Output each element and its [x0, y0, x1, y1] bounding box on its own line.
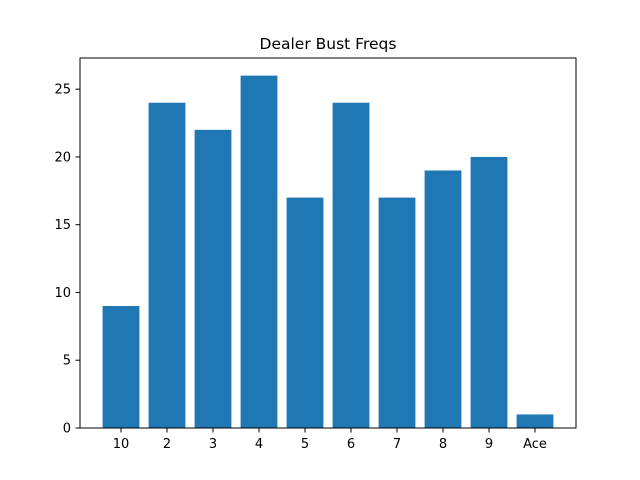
y-tick-label: 5 [63, 354, 71, 369]
bars-group [102, 75, 554, 429]
x-tick-label: 7 [393, 437, 401, 452]
x-tick-label: Ace [523, 437, 547, 452]
y-tick-label: 25 [54, 83, 71, 98]
x-tick-label: 5 [301, 437, 309, 452]
bar-3 [194, 129, 232, 428]
bar-ace [516, 414, 554, 428]
x-tick-label: 10 [113, 437, 130, 452]
chart-title: Dealer Bust Freqs [260, 35, 397, 53]
bar-10 [102, 306, 140, 428]
x-tick-label: 4 [255, 437, 263, 452]
bar-2 [148, 102, 186, 428]
bar-6 [332, 102, 370, 428]
y-tick-label: 0 [63, 422, 71, 437]
bar-8 [424, 170, 462, 429]
y-tick-label: 20 [54, 150, 71, 165]
y-axis: 0 5 10 15 20 25 [54, 83, 80, 437]
x-tick-label: 9 [485, 437, 493, 452]
x-axis: 10 2 3 4 5 6 7 8 9 Ace [113, 428, 547, 452]
bar-5 [286, 197, 324, 428]
x-tick-label: 8 [439, 437, 447, 452]
plot-frame [79, 57, 577, 429]
bar-4 [240, 75, 278, 429]
x-tick-label: 2 [163, 437, 171, 452]
bar-9 [470, 156, 508, 428]
x-tick-label: 6 [347, 437, 355, 452]
bar-7 [378, 197, 416, 428]
y-tick-label: 10 [54, 286, 71, 301]
y-tick-label: 15 [54, 218, 71, 233]
x-tick-label: 3 [209, 437, 217, 452]
